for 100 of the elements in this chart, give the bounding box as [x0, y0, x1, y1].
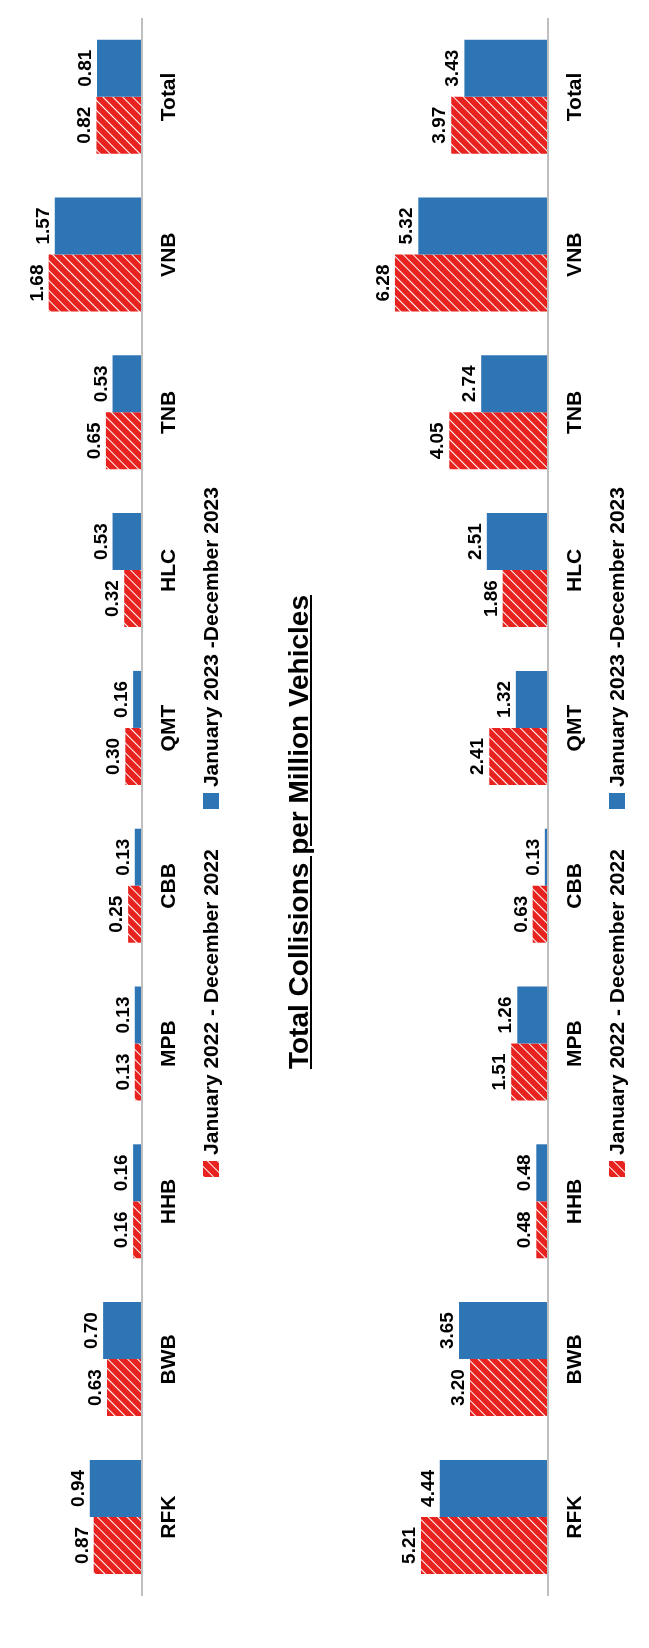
bar	[439, 1459, 548, 1517]
data-label: 0.53	[89, 365, 111, 403]
bar	[459, 1302, 548, 1360]
data-label: 1.32	[492, 680, 514, 718]
data-label: 3.65	[436, 1311, 458, 1350]
data-label: 0.16	[110, 1154, 132, 1192]
bar	[481, 355, 548, 413]
data-label: 4.44	[416, 1469, 438, 1507]
data-label: 0.16	[110, 1211, 132, 1249]
bar	[54, 197, 142, 255]
data-label: 1.57	[31, 207, 53, 245]
data-label: 1.26	[494, 996, 516, 1034]
data-label: 2.74	[458, 364, 480, 403]
bar	[124, 570, 142, 628]
y-tick-label: RFK	[561, 1495, 585, 1539]
bar	[449, 412, 548, 470]
data-label: 0.63	[509, 895, 531, 933]
bar	[515, 670, 548, 728]
data-label: 0.63	[84, 1369, 105, 1407]
bar	[96, 96, 142, 154]
bar	[93, 1516, 142, 1574]
y-tick-label: BWB	[155, 1334, 179, 1385]
text: January 2023 -December 2023	[199, 487, 223, 788]
data-label: 0.65	[82, 421, 104, 460]
bar	[464, 39, 548, 97]
bar	[451, 96, 548, 154]
y-tick-label: Total	[561, 72, 585, 122]
y-tick-label: QMT	[561, 704, 585, 752]
bar	[421, 1516, 548, 1574]
y-tick-label: MPB	[155, 1020, 179, 1068]
data-label: 0.13	[521, 838, 543, 876]
y-tick-label: BWB	[561, 1334, 585, 1385]
y-tick-label: HHB	[561, 1178, 585, 1225]
y-tick-label: CBB	[155, 863, 179, 909]
bar	[394, 254, 548, 312]
data-label: 6.28	[371, 264, 393, 302]
bar	[502, 570, 548, 628]
data-label: 3.43	[441, 49, 463, 87]
bar	[470, 1359, 548, 1417]
y-tick-label: QMT	[155, 704, 179, 752]
y-tick-label: VNB	[155, 232, 179, 277]
bar	[133, 1201, 142, 1259]
y-tick-label: TNB	[155, 390, 179, 435]
bar	[133, 1144, 142, 1202]
data-label: 1.68	[25, 264, 47, 302]
data-label: 1.86	[479, 580, 501, 618]
bar	[128, 885, 142, 943]
bar	[511, 1043, 548, 1101]
data-label: 2.51	[463, 522, 485, 561]
data-label: 1.51	[488, 1053, 510, 1091]
data-label: 3.20	[447, 1369, 468, 1407]
bar	[125, 727, 142, 785]
text: Total Collisions per Million Vehicles	[282, 594, 315, 1071]
data-label: 0.81	[74, 49, 95, 87]
bar	[517, 986, 548, 1044]
data-label: 2.41	[466, 737, 488, 775]
text: January 2022 - December 2022	[605, 849, 629, 1155]
y-tick-label: Total	[155, 72, 179, 122]
y-tick-label: TNB	[561, 390, 585, 435]
data-label: 0.87	[70, 1526, 92, 1564]
y-tick-label: CBB	[561, 863, 585, 909]
data-label: 5.32	[395, 207, 417, 245]
data-label: 5.21	[398, 1526, 420, 1564]
bar	[48, 254, 142, 312]
bar	[89, 1459, 142, 1517]
data-label: 4.05	[426, 421, 448, 460]
bar	[97, 39, 142, 97]
data-label: 0.53	[89, 523, 111, 561]
data-label: 0.30	[102, 737, 124, 775]
y-tick-label: HLC	[155, 548, 179, 592]
y-tick-label: HLC	[561, 548, 585, 592]
data-label: 0.48	[513, 1211, 535, 1249]
bar	[107, 1359, 142, 1417]
data-label: 0.32	[101, 580, 123, 618]
text: January 2022 - December 2022	[199, 849, 223, 1155]
bar	[532, 885, 548, 943]
y-tick-label: VNB	[561, 232, 585, 277]
bar	[418, 197, 548, 255]
y-tick-label: HHB	[155, 1178, 179, 1225]
data-label: 0.25	[105, 895, 127, 933]
data-label: 0.13	[111, 1053, 133, 1091]
bar	[105, 412, 142, 470]
bar	[112, 355, 142, 413]
bar	[536, 1201, 548, 1259]
data-label: 0.48	[513, 1154, 535, 1192]
data-label: 0.82	[73, 106, 95, 144]
data-label: 0.16	[110, 680, 132, 718]
data-label: 0.13	[111, 838, 133, 876]
bar	[536, 1144, 548, 1202]
data-label: 0.94	[66, 1469, 88, 1507]
bar	[133, 670, 142, 728]
text: January 2023 -December 2023	[605, 487, 629, 788]
data-label: 3.97	[428, 106, 450, 144]
data-label: 0.13	[111, 996, 133, 1034]
bar	[112, 513, 142, 571]
y-tick-label: RFK	[155, 1495, 179, 1539]
y-tick-label: MPB	[561, 1020, 585, 1068]
bar	[486, 513, 548, 571]
bar	[489, 727, 548, 785]
data-label: 0.70	[80, 1312, 102, 1350]
